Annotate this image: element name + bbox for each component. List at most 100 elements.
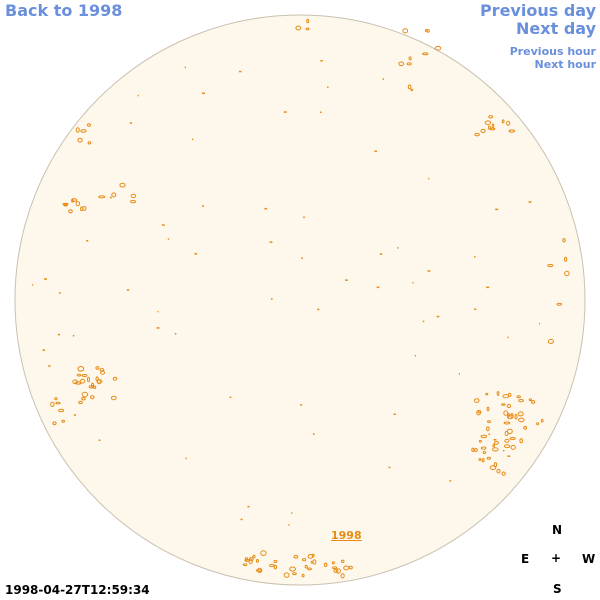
contour-mark bbox=[489, 465, 497, 471]
contour-mark bbox=[412, 281, 414, 284]
contour-mark bbox=[273, 560, 278, 563]
contour-mark bbox=[301, 573, 305, 578]
contour-mark bbox=[343, 565, 350, 571]
contour-mark bbox=[54, 397, 58, 401]
contour-mark bbox=[257, 567, 263, 574]
contour-mark bbox=[320, 111, 322, 113]
contour-mark bbox=[44, 278, 47, 280]
contour-mark bbox=[335, 568, 341, 574]
contour-mark bbox=[536, 422, 540, 426]
contour-mark bbox=[331, 561, 335, 565]
solar-disk-circle bbox=[14, 14, 586, 586]
contour-mark bbox=[185, 457, 187, 460]
contour-mark bbox=[305, 27, 310, 31]
contour-mark bbox=[518, 417, 525, 423]
contour-mark bbox=[398, 61, 405, 67]
contour-mark bbox=[509, 437, 516, 440]
contour-mark bbox=[167, 238, 170, 240]
contour-mark bbox=[283, 572, 290, 578]
contour-mark bbox=[492, 447, 499, 452]
contour-mark bbox=[458, 373, 460, 375]
contour-mark bbox=[77, 137, 83, 143]
compass-north-label: N bbox=[552, 523, 563, 537]
contour-mark bbox=[130, 200, 137, 204]
contour-mark bbox=[130, 193, 137, 199]
contour-mark bbox=[502, 394, 510, 399]
contour-mark bbox=[501, 471, 506, 476]
contour-mark bbox=[86, 240, 89, 242]
contour-mark bbox=[244, 557, 249, 561]
contour-mark bbox=[119, 182, 126, 188]
contour-mark bbox=[162, 224, 165, 226]
contour-mark bbox=[295, 25, 302, 31]
contour-mark bbox=[508, 129, 516, 133]
contour-mark bbox=[129, 122, 132, 124]
previous-day-link[interactable]: Previous day bbox=[479, 1, 596, 20]
contour-mark bbox=[516, 395, 521, 399]
contour-mark bbox=[304, 564, 308, 569]
contour-mark bbox=[302, 558, 307, 562]
contour-mark bbox=[269, 241, 273, 243]
contour-mark bbox=[76, 373, 82, 377]
contour-mark bbox=[323, 562, 328, 567]
contour-mark bbox=[260, 550, 267, 556]
contour-mark bbox=[504, 438, 510, 443]
contour-mark bbox=[422, 320, 425, 323]
contour-mark bbox=[348, 565, 353, 570]
contour-mark bbox=[496, 391, 500, 396]
contour-mark bbox=[345, 279, 348, 281]
contour-mark bbox=[50, 401, 55, 407]
contour-mark bbox=[528, 201, 532, 203]
compass-center-icon: + bbox=[551, 551, 562, 565]
contour-mark bbox=[307, 554, 314, 559]
contour-mark bbox=[240, 518, 243, 521]
back-to-year-link[interactable]: Back to 1998 bbox=[5, 1, 123, 20]
contour-mark bbox=[436, 315, 440, 318]
contour-mark bbox=[79, 378, 86, 384]
contour-mark bbox=[474, 256, 476, 258]
contour-mark bbox=[379, 253, 383, 255]
contour-mark bbox=[90, 395, 95, 400]
contour-mark bbox=[547, 338, 555, 344]
contour-mark bbox=[110, 395, 117, 401]
contour-mark bbox=[474, 308, 477, 310]
contour-mark bbox=[422, 52, 429, 56]
contour-mark bbox=[480, 128, 486, 134]
contour-mark bbox=[62, 202, 69, 206]
contour-mark bbox=[111, 192, 117, 198]
contour-mark bbox=[484, 120, 492, 125]
contour-mark bbox=[252, 554, 256, 559]
contour-mark bbox=[523, 426, 528, 430]
contour-mark bbox=[492, 443, 496, 448]
contour-mark bbox=[397, 247, 399, 249]
contour-mark bbox=[312, 559, 317, 565]
contour-mark bbox=[184, 66, 186, 69]
contour-mark bbox=[306, 18, 310, 24]
contour-mark bbox=[126, 289, 130, 291]
compass-east-label: E bbox=[521, 552, 530, 566]
contour-mark bbox=[478, 439, 482, 443]
contour-mark bbox=[42, 349, 45, 351]
year-label-link[interactable]: 1998 bbox=[331, 529, 362, 542]
contour-mark bbox=[73, 414, 76, 416]
contour-mark bbox=[507, 414, 514, 420]
contour-mark bbox=[414, 355, 416, 357]
contour-mark bbox=[239, 70, 242, 73]
contour-mark bbox=[556, 302, 563, 306]
contour-mark bbox=[382, 78, 385, 80]
contour-mark bbox=[374, 150, 377, 152]
contour-mark bbox=[68, 209, 73, 214]
next-day-link[interactable]: Next day bbox=[516, 19, 596, 38]
contour-mark bbox=[503, 410, 509, 416]
contour-mark bbox=[449, 480, 452, 482]
contour-mark bbox=[78, 400, 83, 405]
next-hour-link[interactable]: Next hour bbox=[534, 58, 597, 71]
contour-mark bbox=[194, 253, 198, 255]
contour-mark bbox=[55, 401, 61, 405]
contour-mark bbox=[481, 458, 485, 463]
contour-mark bbox=[562, 238, 566, 243]
contour-mark bbox=[510, 413, 514, 419]
previous-hour-link[interactable]: Previous hour bbox=[509, 45, 596, 58]
contour-mark bbox=[98, 439, 101, 441]
